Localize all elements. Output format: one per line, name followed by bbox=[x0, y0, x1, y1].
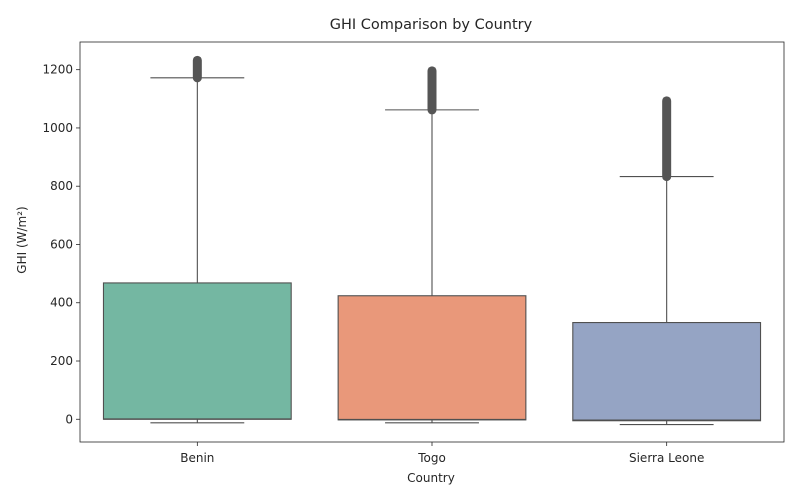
x-axis: Benin Togo Sierra Leone bbox=[180, 442, 704, 465]
y-axis-label: GHI (W/m²) bbox=[15, 206, 29, 273]
y-tick-label: 600 bbox=[50, 237, 73, 251]
box-series-group bbox=[102, 55, 762, 426]
y-tick-label: 800 bbox=[50, 179, 73, 193]
y-tick-label: 0 bbox=[65, 412, 73, 426]
y-tick-label: 1200 bbox=[42, 63, 73, 77]
box-togo bbox=[337, 66, 527, 424]
x-tick-label: Togo bbox=[417, 451, 446, 465]
y-tick-label: 200 bbox=[50, 354, 73, 368]
iqr-box bbox=[102, 282, 292, 420]
x-axis-label: Country bbox=[407, 471, 455, 485]
box-sierra-leone bbox=[572, 96, 762, 426]
y-tick-label: 400 bbox=[50, 296, 73, 310]
x-tick-label: Benin bbox=[180, 451, 214, 465]
y-tick-label: 1000 bbox=[42, 121, 73, 135]
x-tick-label: Sierra Leone bbox=[629, 451, 704, 465]
box-benin bbox=[102, 55, 292, 424]
y-axis: 0 200 400 600 800 1000 1200 bbox=[42, 63, 80, 426]
iqr-box bbox=[572, 322, 762, 422]
chart-title: GHI Comparison by Country bbox=[330, 17, 533, 33]
iqr-box bbox=[337, 295, 527, 421]
